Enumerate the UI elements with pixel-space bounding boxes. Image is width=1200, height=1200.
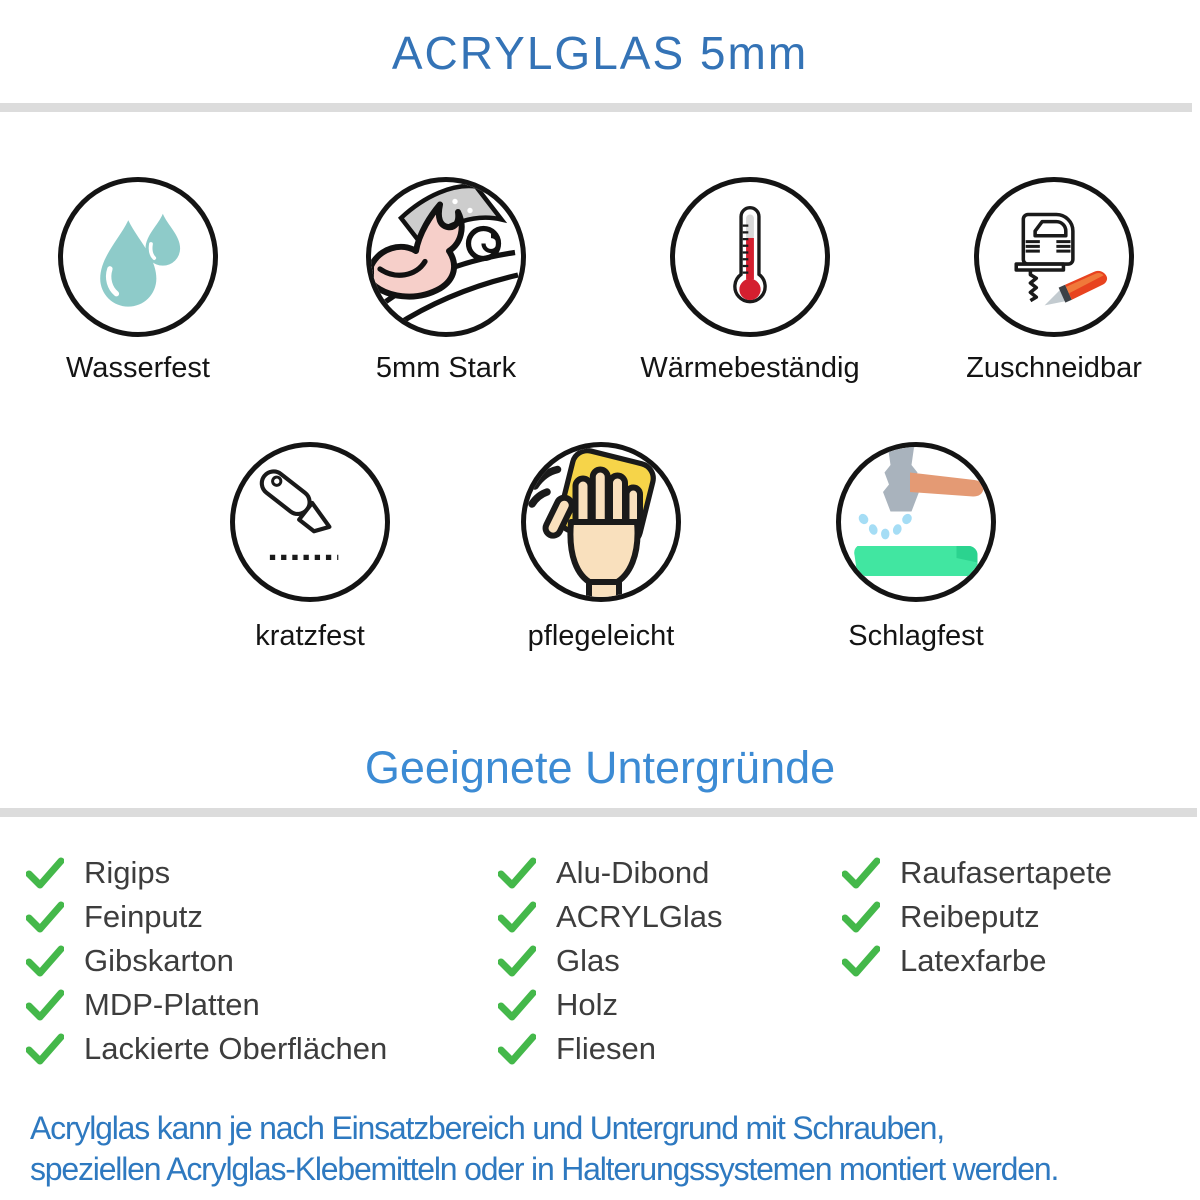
feature-circle-waermebestaendig bbox=[670, 177, 830, 337]
feature-label: 5mm Stark bbox=[375, 352, 517, 384]
thermometer-icon bbox=[733, 206, 767, 304]
list-item-label: Glas bbox=[556, 943, 620, 978]
list-item-label: MDP-Platten bbox=[84, 987, 260, 1022]
list-item-label: Raufasertapete bbox=[900, 855, 1112, 890]
cleaning-hand-icon bbox=[528, 448, 656, 597]
substrates-column-3: Raufasertapete Reibeputz Latexfarbe bbox=[842, 851, 1112, 983]
substrates-column-1: Rigips Feinputz Gibskarton MDP-Platten L… bbox=[26, 851, 387, 1071]
feature-circle-kratzfest bbox=[230, 442, 390, 602]
list-item: MDP-Platten bbox=[26, 983, 387, 1027]
check-icon bbox=[842, 901, 880, 933]
check-icon bbox=[498, 989, 536, 1021]
list-item: Lackierte Oberflächen bbox=[26, 1027, 387, 1071]
utility-knife-icon bbox=[259, 469, 339, 561]
list-item-label: Latexfarbe bbox=[900, 943, 1047, 978]
feature-circle-5mm-stark bbox=[366, 177, 526, 337]
feature-label: Schlagfest bbox=[848, 620, 984, 652]
list-item-label: Rigips bbox=[84, 855, 171, 890]
check-icon bbox=[26, 945, 64, 977]
feature-circle-schlagfest bbox=[836, 442, 996, 602]
substrates-column-2: Alu-Dibond ACRYLGlas Glas Holz Fliesen bbox=[498, 851, 723, 1071]
check-icon bbox=[498, 945, 536, 977]
list-item: Holz bbox=[498, 983, 723, 1027]
water-drops-icon bbox=[100, 213, 181, 307]
feature-label: Wärmebeständig bbox=[640, 352, 860, 384]
check-icon bbox=[26, 1033, 64, 1065]
list-item: Fliesen bbox=[498, 1027, 723, 1071]
check-icon bbox=[26, 989, 64, 1021]
feature-label: kratzfest bbox=[255, 620, 365, 652]
check-icon bbox=[842, 857, 880, 889]
list-item: Feinputz bbox=[26, 895, 387, 939]
list-item: Glas bbox=[498, 939, 723, 983]
list-item-label: ACRYLGlas bbox=[556, 899, 723, 934]
list-item: Gibskarton bbox=[26, 939, 387, 983]
feature-label: Wasserfest bbox=[66, 352, 210, 384]
divider-top bbox=[0, 103, 1192, 112]
divider-middle bbox=[0, 808, 1197, 817]
feature-label: Zuschneidbar bbox=[966, 352, 1142, 384]
check-icon bbox=[26, 901, 64, 933]
list-item-label: Holz bbox=[556, 987, 619, 1022]
mounting-note-line-2: speziellen Acrylglas-Klebemitteln oder i… bbox=[30, 1151, 1059, 1187]
check-icon bbox=[498, 857, 536, 889]
list-item-label: Lackierte Oberflächen bbox=[84, 1031, 388, 1066]
feature-circle-zuschneidbar bbox=[974, 177, 1134, 337]
list-item-label: Gibskarton bbox=[84, 943, 234, 978]
page-title: ACRYLGLAS 5mm bbox=[391, 27, 809, 79]
mounting-note-line-1: Acrylglas kann je nach Einsatzbereich un… bbox=[30, 1110, 945, 1146]
feature-label: pflegeleicht bbox=[527, 620, 675, 652]
hammer-impact-icon bbox=[854, 447, 984, 576]
check-icon bbox=[498, 901, 536, 933]
substrates-heading: Geeignete Untergründe bbox=[364, 742, 836, 793]
list-item: ACRYLGlas bbox=[498, 895, 723, 939]
jigsaw-cutter-icon bbox=[1014, 212, 1108, 306]
list-item-label: Fliesen bbox=[556, 1031, 656, 1066]
list-item: Raufasertapete bbox=[842, 851, 1112, 895]
list-item: Reibeputz bbox=[842, 895, 1112, 939]
mounting-note: Acrylglas kann je nach Einsatzbereich un… bbox=[30, 1108, 1190, 1190]
list-item: Latexfarbe bbox=[842, 939, 1112, 983]
feature-circle-pflegeleicht bbox=[521, 442, 681, 602]
check-icon bbox=[498, 1033, 536, 1065]
list-item-label: Feinputz bbox=[84, 899, 203, 934]
flexed-arm-icon bbox=[371, 183, 519, 329]
list-item-label: Alu-Dibond bbox=[556, 855, 710, 890]
list-item: Rigips bbox=[26, 851, 387, 895]
feature-circle-wasserfest bbox=[58, 177, 218, 337]
list-item-label: Reibeputz bbox=[900, 899, 1040, 934]
list-item: Alu-Dibond bbox=[498, 851, 723, 895]
check-icon bbox=[26, 857, 64, 889]
check-icon bbox=[842, 945, 880, 977]
